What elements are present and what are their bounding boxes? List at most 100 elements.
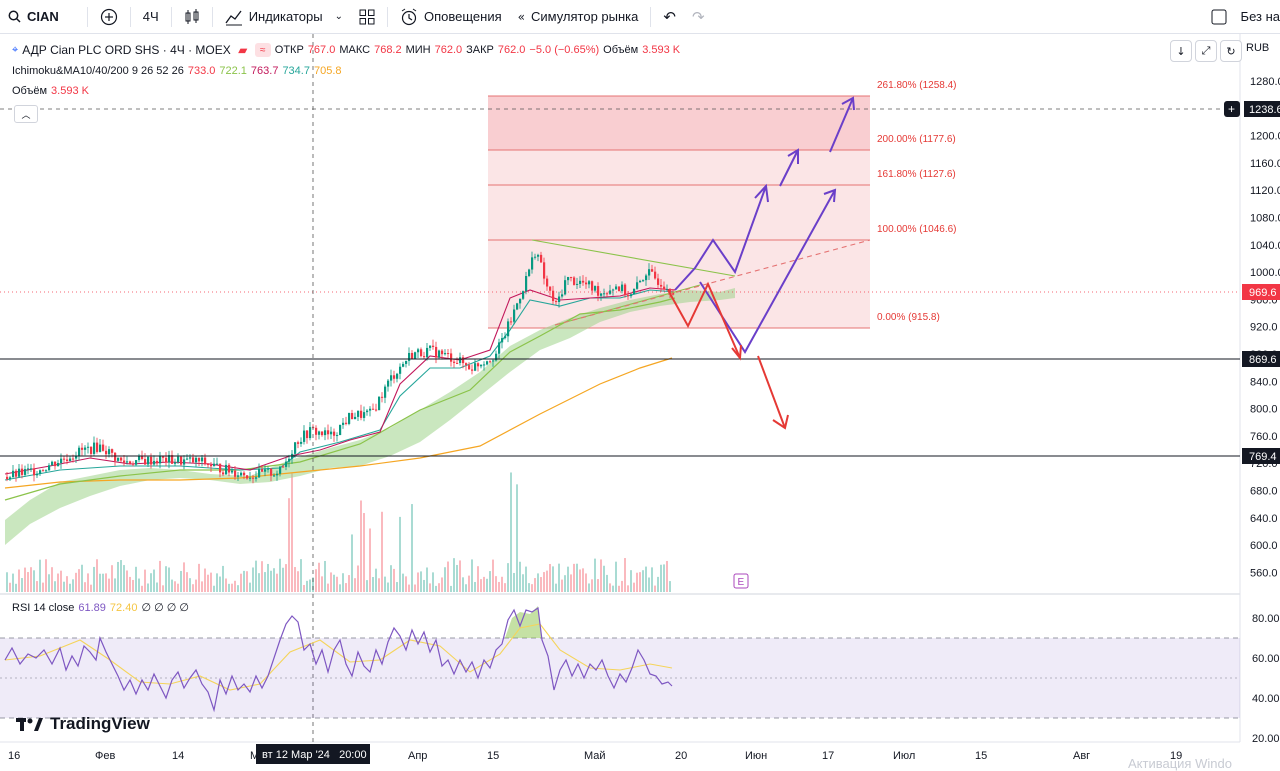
time-tick-label: 16 [8, 750, 20, 762]
candle-body [558, 296, 561, 302]
candle-body [153, 460, 156, 465]
bullish-path-1[interactable] [674, 148, 799, 291]
candle-body [45, 470, 48, 472]
candle-body [183, 459, 186, 465]
layouts-button[interactable] [351, 0, 383, 33]
symbol-search[interactable]: CIAN [0, 0, 67, 33]
waves-icon[interactable]: ≈ [254, 43, 271, 57]
volume-label-top: Объём [603, 44, 639, 56]
volume-bar [81, 564, 83, 592]
undo-button[interactable]: ↶ [655, 0, 684, 33]
indicators-button[interactable]: Индикаторы ⌄ [217, 0, 351, 33]
redo-button[interactable]: ↷ [684, 0, 713, 33]
crosshair-add-button[interactable]: + [1224, 101, 1240, 117]
alarm-clock-icon [400, 8, 418, 26]
time-axis[interactable]: 16 Фев 14 М Апр 15 Май 20 Июн 17 Июл 15 Авг 19 [8, 750, 1182, 762]
right-toolbar-item[interactable]: Без на [1203, 0, 1280, 33]
time-tick-label: 15 [487, 750, 499, 762]
candle-body [399, 366, 402, 374]
alerts-button[interactable]: Оповещения [392, 0, 510, 33]
time-tick-label: 19 [1170, 750, 1182, 762]
candle-body [402, 363, 405, 367]
candle-body [144, 459, 147, 465]
price-axis[interactable]: 1280.01240.01200.01160.01120.01080.01040… [1250, 76, 1280, 579]
candle-body [441, 350, 444, 355]
drop-pin-icon[interactable]: ⌖ [12, 43, 19, 56]
candle-body [516, 303, 519, 310]
volume-bar [582, 568, 584, 592]
chart-canvas[interactable]: 261.80% (1258.4) 200.00% (1177.6) 161.80% … [0, 34, 1280, 768]
volume-bar [492, 559, 494, 592]
candle-body [225, 464, 228, 475]
candle-body [513, 309, 516, 322]
volume-bar [630, 570, 632, 592]
price-tick-label: 640.0 [1250, 513, 1278, 525]
volume-bar [87, 573, 89, 592]
volume-bar [243, 570, 245, 592]
currency-label[interactable]: RUB [1246, 42, 1270, 54]
volume-legend[interactable]: Объём 3.593 K [12, 85, 89, 97]
volume-bar [282, 567, 284, 592]
volume-bar [627, 585, 629, 592]
collapse-legend-button[interactable]: ︿ [14, 105, 38, 123]
indicators-icon [225, 8, 243, 26]
rsi-legend[interactable]: RSI 14 close 61.89 72.40 ∅ ∅ ∅ ∅ [12, 601, 189, 615]
earnings-event-marker[interactable]: E [733, 573, 749, 589]
move-down-button[interactable]: ↓ [1170, 40, 1192, 62]
candle-body [252, 477, 255, 479]
arrow-down-icon: ↓ [1176, 44, 1186, 58]
candle-body [387, 380, 390, 387]
candle-body [255, 477, 258, 479]
candle-body [330, 431, 333, 435]
candle-body [195, 457, 198, 463]
tradingview-logo[interactable]: TradingView [16, 714, 150, 734]
volume-bar [12, 573, 14, 592]
checkbox-icon[interactable] [1211, 9, 1227, 25]
candle-body [168, 455, 171, 463]
volume-bar [498, 581, 500, 592]
volume-bar [384, 576, 386, 592]
price-tick-label: 760.0 [1250, 431, 1278, 443]
fullscreen-button[interactable]: ⤢ [1195, 40, 1217, 62]
bearish-path[interactable] [667, 281, 789, 430]
candle-body [39, 470, 42, 474]
triangle-pattern[interactable] [531, 239, 871, 326]
low-label: МИН [405, 44, 431, 56]
chart-type-button[interactable] [176, 0, 208, 33]
undo-icon: ↶ [663, 7, 676, 26]
rsi-axis[interactable]: 80.00 60.00 40.00 20.00 [1252, 613, 1280, 745]
candle-body [231, 470, 234, 473]
volume-bar [162, 585, 164, 592]
time-tick-label: Июл [893, 750, 915, 762]
fibonacci-retracement[interactable]: 261.80% (1258.4) 200.00% (1177.6) 161.80% … [488, 80, 957, 329]
flag-icon[interactable]: ▰ [234, 43, 251, 57]
candle-body [405, 360, 408, 364]
volume-bar [657, 576, 659, 592]
candle-body [447, 353, 450, 355]
volume-bar [387, 582, 389, 592]
volume-bar [345, 583, 347, 592]
candle-body [336, 435, 339, 437]
reset-button[interactable]: ↻ [1220, 40, 1242, 62]
time-tick-label: 17 [822, 750, 834, 762]
replay-button[interactable]: « Симулятор рынка [510, 0, 647, 33]
volume-bar [429, 583, 431, 592]
volume-bar [150, 573, 152, 592]
bullish-path-2[interactable] [699, 96, 855, 354]
chevron-down-icon[interactable]: ⌄ [334, 11, 343, 22]
volume-bar [417, 572, 419, 592]
candle-body [600, 293, 603, 296]
volume-bar [633, 582, 635, 592]
compare-button[interactable] [92, 0, 126, 33]
volume-bar [444, 567, 446, 592]
ichimoku-legend[interactable]: Ichimoku&MA10/40/200 9 26 52 26 733.0 72… [12, 65, 342, 77]
volume-bar [321, 576, 323, 592]
candle-body [339, 424, 342, 436]
candle-body [507, 321, 510, 337]
low-value: 762.0 [434, 44, 463, 56]
interval-button[interactable]: 4Ч [135, 0, 167, 33]
candle-body [381, 396, 384, 398]
volume-bar [411, 504, 413, 592]
price-tick-label: 560.0 [1250, 567, 1278, 579]
candle-body [345, 422, 348, 424]
